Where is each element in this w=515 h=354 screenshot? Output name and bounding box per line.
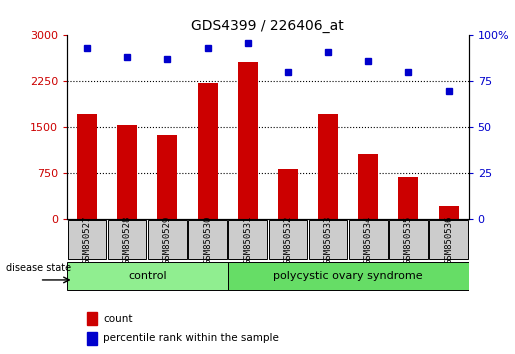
FancyBboxPatch shape: [68, 220, 106, 259]
FancyBboxPatch shape: [309, 220, 347, 259]
Bar: [439, 206, 459, 219]
Bar: [158, 135, 178, 219]
Title: GDS4399 / 226406_at: GDS4399 / 226406_at: [192, 19, 344, 33]
FancyBboxPatch shape: [67, 262, 228, 290]
Text: GSM850532: GSM850532: [283, 216, 293, 264]
Text: GSM850530: GSM850530: [203, 216, 212, 264]
Text: disease state: disease state: [6, 263, 71, 273]
Bar: [77, 114, 97, 219]
Bar: [87, 312, 97, 325]
FancyBboxPatch shape: [229, 220, 267, 259]
Text: GSM850528: GSM850528: [123, 216, 132, 264]
Bar: [238, 62, 258, 219]
Bar: [278, 169, 298, 219]
FancyBboxPatch shape: [430, 220, 468, 259]
FancyBboxPatch shape: [349, 220, 387, 259]
Text: GSM850527: GSM850527: [82, 216, 92, 264]
FancyBboxPatch shape: [269, 220, 307, 259]
Text: GSM850531: GSM850531: [243, 216, 252, 264]
FancyBboxPatch shape: [389, 220, 427, 259]
Bar: [399, 177, 419, 219]
Text: control: control: [128, 271, 167, 281]
Text: GSM850535: GSM850535: [404, 216, 413, 264]
Text: GSM850533: GSM850533: [323, 216, 333, 264]
Bar: [358, 154, 378, 219]
Text: GSM850529: GSM850529: [163, 216, 172, 264]
Text: GSM850536: GSM850536: [444, 216, 453, 264]
Bar: [87, 332, 97, 345]
Bar: [117, 125, 138, 219]
Bar: [198, 82, 218, 219]
Text: percentile rank within the sample: percentile rank within the sample: [103, 333, 279, 343]
FancyBboxPatch shape: [148, 220, 186, 259]
FancyBboxPatch shape: [188, 220, 227, 259]
FancyBboxPatch shape: [108, 220, 146, 259]
Text: GSM850534: GSM850534: [364, 216, 373, 264]
Bar: [318, 114, 338, 219]
Text: polycystic ovary syndrome: polycystic ovary syndrome: [273, 271, 423, 281]
Text: count: count: [103, 314, 132, 324]
FancyBboxPatch shape: [228, 262, 469, 290]
